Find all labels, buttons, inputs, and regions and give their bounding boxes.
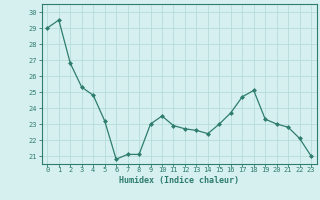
X-axis label: Humidex (Indice chaleur): Humidex (Indice chaleur) — [119, 176, 239, 185]
